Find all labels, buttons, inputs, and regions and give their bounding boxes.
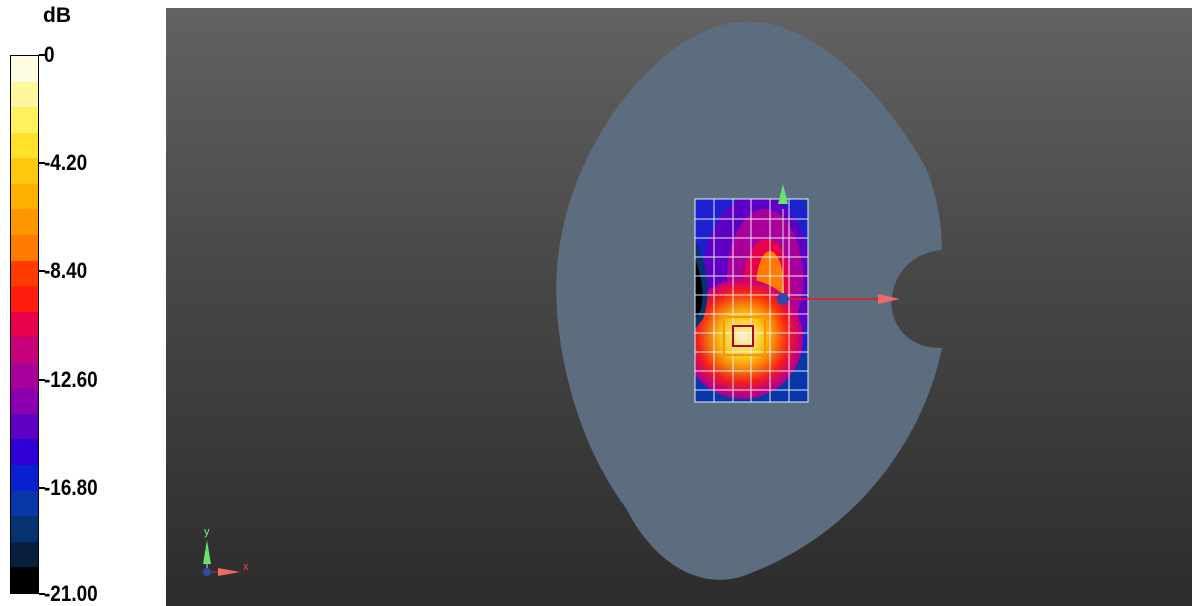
colorbar-swatch [11,439,38,465]
colorbar-swatch [11,286,38,312]
colorbar-tick [39,593,45,595]
colorbar-swatch [11,337,38,363]
y-arrow-icon [778,184,788,204]
colorbar-legend: dB 0 -4.20 -8.40 -12.60 -16.80 -21.00 [0,0,166,606]
scene-svg: y x [203,21,942,580]
colorbar-swatch [11,413,38,440]
colorbar-swatch [11,107,38,133]
colorbar-swatch [11,465,38,491]
source-gizmo[interactable] [777,184,900,305]
colorbar-swatch [11,81,38,108]
colorbar-swatch [11,362,38,389]
colorbar-tick [39,379,45,381]
colorbar-tick-label: 0 [44,42,55,67]
colorbar-swatch [11,183,38,210]
colorbar-swatch [11,209,38,235]
colorbar-tick [39,54,45,56]
axis-y-label: y [204,526,210,538]
source-point-icon [777,293,789,305]
colorbar-tick-label: -21.00 [44,581,98,606]
colorbar-swatch [11,567,38,593]
axis-triad: y x [203,526,249,576]
axis-x-label: x [243,561,249,573]
colorbar-tick [39,162,45,164]
x-arrow-icon [878,294,900,304]
colorbar-swatch [11,516,38,542]
heatmap-surface [695,199,808,402]
3d-viewport[interactable]: y x [166,8,1192,606]
peak-markers [723,316,766,356]
heatmap-grid [694,198,809,403]
colorbar-tick-label: -4.20 [44,150,88,175]
colorbar-swatch [11,311,38,338]
colorbar-swatch [11,388,38,414]
colorbar-tick-label: -8.40 [44,258,88,283]
colorbar-swatch [11,56,38,82]
colorbar-tick-label: -12.60 [44,367,98,392]
colorbar-swatch [11,158,38,184]
colorbar-tick [39,270,45,272]
colorbar-swatch [11,234,38,261]
colorbar-tick [39,487,45,489]
colorbar-tick-label: -16.80 [44,475,98,500]
colorbar-swatch [11,541,38,568]
colorbar [10,55,39,594]
legend-unit-label: dB [43,4,71,27]
colorbar-swatch [11,260,38,287]
colorbar-swatch [11,132,38,159]
colorbar-swatch [11,490,38,517]
